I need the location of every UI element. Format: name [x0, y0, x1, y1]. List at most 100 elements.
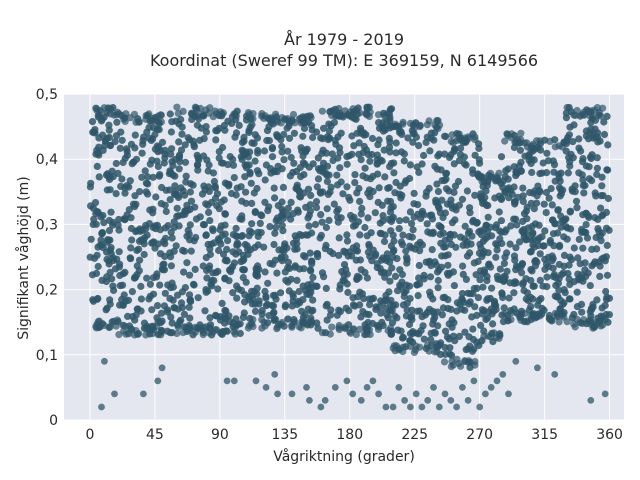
data-point — [406, 161, 414, 169]
data-point — [578, 274, 586, 282]
data-point — [544, 263, 553, 271]
data-point — [170, 218, 178, 226]
data-point — [415, 261, 423, 270]
data-point — [146, 292, 154, 300]
data-point — [196, 213, 204, 221]
data-point — [95, 143, 103, 151]
data-point — [455, 332, 463, 340]
data-point — [552, 281, 560, 289]
data-point — [355, 184, 363, 193]
data-point — [156, 281, 164, 289]
data-point — [277, 119, 285, 127]
data-point — [228, 119, 236, 127]
data-point — [272, 110, 280, 118]
data-point — [347, 211, 355, 220]
data-point — [582, 221, 590, 229]
data-point — [514, 310, 522, 318]
data-point — [407, 403, 414, 411]
data-point — [264, 279, 272, 287]
data-point — [131, 192, 139, 200]
data-point — [546, 137, 554, 145]
data-point — [238, 286, 246, 295]
data-point — [508, 309, 516, 317]
data-point — [127, 255, 135, 263]
data-point — [287, 153, 295, 162]
data-point — [167, 262, 175, 270]
data-point — [363, 330, 371, 338]
data-point — [523, 230, 531, 238]
data-point — [551, 220, 559, 228]
data-point — [127, 214, 135, 222]
data-point — [566, 207, 575, 215]
data-point — [160, 260, 168, 268]
data-point — [182, 172, 190, 180]
data-point — [411, 245, 419, 253]
data-point — [293, 185, 301, 193]
data-point — [461, 222, 469, 230]
data-point — [495, 169, 503, 177]
data-point — [531, 257, 539, 265]
data-point — [484, 295, 492, 303]
data-point — [138, 149, 146, 157]
data-point — [208, 282, 216, 290]
data-point — [251, 300, 259, 308]
data-point — [519, 197, 527, 206]
x-tick-label: 270 — [466, 427, 493, 443]
data-point — [309, 296, 317, 304]
data-point — [444, 251, 452, 259]
data-point — [321, 245, 329, 253]
data-point — [280, 130, 288, 139]
data-point — [127, 244, 135, 252]
data-point — [282, 301, 290, 309]
data-point — [528, 267, 536, 275]
data-point — [187, 247, 195, 255]
data-point — [361, 164, 369, 172]
data-point — [91, 199, 100, 207]
data-point — [202, 200, 210, 208]
data-point — [273, 132, 281, 140]
data-point — [563, 103, 571, 112]
data-point — [589, 324, 597, 332]
data-point — [471, 303, 479, 311]
data-point — [112, 190, 120, 198]
data-point — [346, 196, 354, 204]
data-point — [356, 231, 364, 239]
data-point — [271, 371, 279, 378]
data-point — [522, 207, 531, 215]
data-point — [367, 175, 375, 183]
data-point — [352, 331, 360, 339]
data-point — [270, 184, 278, 192]
data-point — [323, 177, 331, 186]
data-point — [460, 153, 468, 161]
data-point — [238, 212, 246, 220]
data-point — [306, 207, 314, 215]
data-point — [584, 212, 592, 220]
x-tick-label: 135 — [271, 427, 298, 443]
data-point — [406, 208, 414, 216]
data-point — [295, 323, 303, 331]
data-point — [563, 137, 571, 145]
data-point — [425, 347, 433, 355]
data-point — [504, 165, 512, 173]
data-point — [322, 223, 330, 232]
data-point — [94, 208, 102, 217]
data-point — [428, 246, 436, 254]
data-point — [352, 256, 360, 264]
data-point — [340, 247, 348, 255]
data-point — [317, 403, 325, 411]
data-point — [598, 182, 606, 190]
data-point — [414, 292, 422, 300]
data-point — [554, 206, 562, 214]
data-point — [285, 134, 294, 142]
data-point — [565, 154, 573, 162]
data-point — [514, 135, 522, 144]
data-point — [530, 282, 538, 290]
data-point — [149, 124, 158, 132]
data-point — [278, 246, 287, 254]
data-point — [166, 186, 174, 194]
data-point — [578, 225, 586, 234]
data-point — [389, 344, 397, 352]
data-point — [132, 327, 140, 335]
data-point — [408, 220, 416, 228]
data-point — [351, 221, 360, 229]
